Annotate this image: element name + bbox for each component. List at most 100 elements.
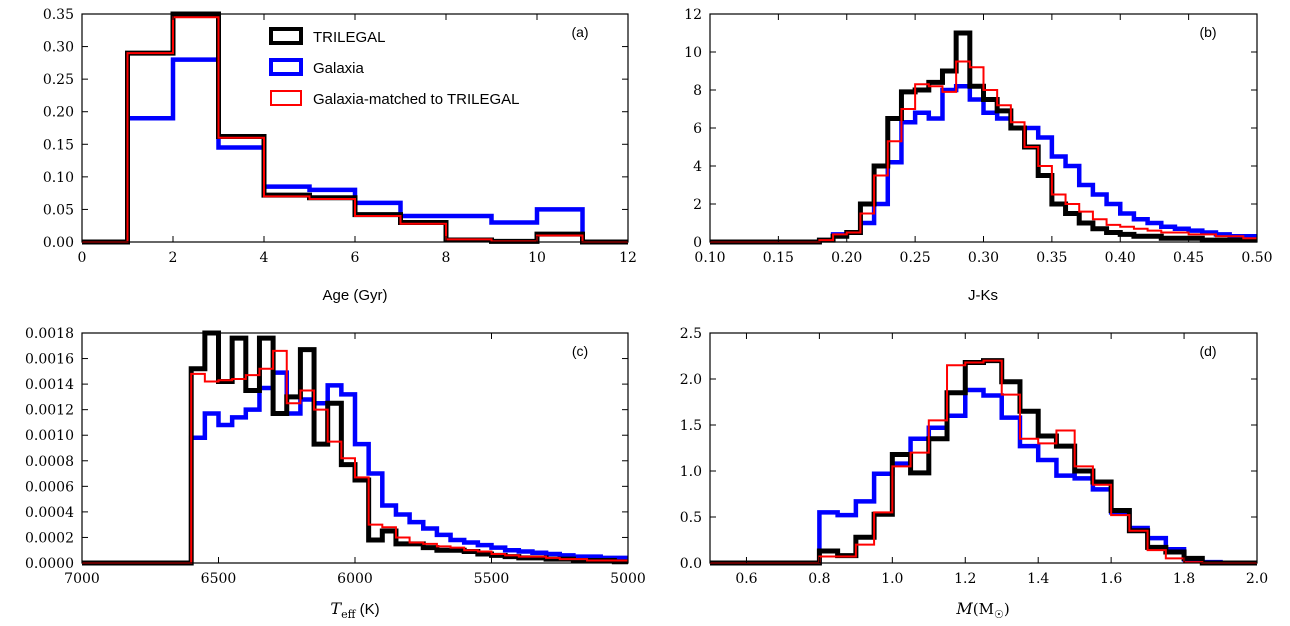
panel-a-ytick-label: 0.00 bbox=[43, 235, 74, 251]
panel-d-xtick-label: 2.0 bbox=[1246, 571, 1268, 587]
panel-c-frame bbox=[81, 332, 629, 564]
panel-c-ytick-label: 0.0006 bbox=[25, 479, 74, 495]
panel-b-series-layer bbox=[710, 30, 1257, 245]
panel-d-xtick-label: 0.6 bbox=[735, 571, 757, 587]
panel-d-xtick-label: 1.6 bbox=[1100, 571, 1122, 587]
panel-b-series-galaxia bbox=[710, 83, 1257, 245]
panel-b-ytick-label: 10 bbox=[684, 45, 702, 61]
panel-c-ticks: 7000 6500 6000 5500 5000 0.0000 0.0002 0.0004 0.… bbox=[25, 326, 646, 587]
panel-b-ytick-label: 4 bbox=[693, 159, 702, 175]
panel-b-xtick-label: 0.30 bbox=[968, 250, 999, 266]
legend-swatch-galaxia bbox=[269, 58, 303, 76]
legend-label-galaxia: Galaxia bbox=[313, 60, 365, 77]
panel-b-ytick-label: 12 bbox=[684, 7, 702, 23]
panel-c-xtick-label: 6500 bbox=[201, 571, 237, 587]
panel-b: 0.10 0.15 0.20 0.25 0.30 0.35 0.40 0.45 0.50 0 2 4 6… bbox=[684, 7, 1272, 304]
panel-d-xtick-label: 1.0 bbox=[881, 571, 903, 587]
panel-c-ytick-label: 0.0004 bbox=[25, 505, 74, 521]
panel-d-ticks: 0.6 0.8 1.0 1.2 1.4 1.6 1.8 2.0 0.0 0.5 1.0 1.5 2.0 2… bbox=[680, 326, 1268, 587]
panel-a-ytick-label: 0.05 bbox=[43, 202, 74, 218]
panel-c-ytick-label: 0.0010 bbox=[25, 428, 74, 444]
panel-a-ytick-label: 0.25 bbox=[43, 72, 74, 88]
panel-d-xtick-label: 1.2 bbox=[954, 571, 976, 587]
panel-b-tag: (b) bbox=[1199, 24, 1216, 40]
panel-c-xtick-label: 5500 bbox=[474, 571, 510, 587]
panel-d-ytick-label: 0.0 bbox=[680, 556, 702, 572]
panel-c-series-layer bbox=[82, 330, 628, 566]
panel-d-frame bbox=[709, 332, 1258, 564]
panel-b-ytick-label: 6 bbox=[693, 121, 702, 137]
panel-b-ytick-label: 8 bbox=[693, 83, 702, 99]
panel-c-ytick-label: 0.0002 bbox=[25, 530, 74, 546]
panel-c: 7000 6500 6000 5500 5000 0.0000 0.0002 0.0004 0.… bbox=[25, 326, 646, 621]
panel-d-series-layer bbox=[710, 358, 1257, 566]
panel-b-xlabel: J-Ks bbox=[968, 287, 998, 304]
panel-b-xtick-label: 0.25 bbox=[900, 250, 931, 266]
panel-d-tag: (d) bbox=[1199, 343, 1216, 359]
panel-b-xtick-label: 0.20 bbox=[831, 250, 862, 266]
panel-a-xtick-label: 4 bbox=[260, 250, 269, 266]
panel-b-series-trilegal bbox=[710, 30, 1257, 245]
panel-a-xtick-label: 6 bbox=[351, 250, 360, 266]
legend-label-trilegal: TRILEGAL bbox=[313, 29, 386, 46]
panel-a-xtick-label: 12 bbox=[619, 250, 637, 266]
panel-d-series-galaxia bbox=[710, 387, 1257, 566]
panel-a-xtick-label: 0 bbox=[78, 250, 87, 266]
panel-a-xtick-label: 8 bbox=[442, 250, 451, 266]
panel-d-series-galaxia-matched-to-trilegal bbox=[710, 359, 1257, 564]
panel-c-ytick-label: 0.0016 bbox=[25, 352, 74, 368]
panel-c-tag: (c) bbox=[572, 343, 588, 359]
panel-d-xtick-label: 0.8 bbox=[808, 571, 830, 587]
panel-d-xtick-label: 1.4 bbox=[1027, 571, 1049, 587]
legend-swatch-trilegal bbox=[269, 27, 303, 45]
panel-d-xtick-label: 1.8 bbox=[1173, 571, 1195, 587]
panel-c-xtick-label: 6000 bbox=[337, 571, 373, 587]
panel-b-frame bbox=[709, 13, 1258, 243]
panel-a: 0 2 4 6 8 10 12 0.00 0.05 0.10 0.15 0.20 0.25 0.30 0.3… bbox=[43, 7, 637, 304]
panel-a-series-layer bbox=[82, 11, 628, 245]
panel-a-series-galaxia bbox=[82, 57, 628, 245]
panel-b-xtick-label: 0.50 bbox=[1241, 250, 1272, 266]
legend-swatch-galaxia-matched bbox=[270, 90, 302, 106]
legend: TRILEGAL Galaxia Galaxia-matched to TRIL… bbox=[269, 27, 519, 108]
panel-c-xtick-label: 5000 bbox=[610, 571, 646, 587]
panel-d-ytick-label: 0.5 bbox=[680, 510, 702, 526]
panel-c-xlabel: Teff (K) bbox=[330, 599, 379, 621]
panel-d-ytick-label: 1.0 bbox=[680, 464, 702, 480]
panel-b-xtick-label: 0.40 bbox=[1105, 250, 1136, 266]
panel-c-series-galaxia bbox=[82, 370, 628, 566]
panel-c-series-trilegal bbox=[82, 330, 628, 566]
panel-a-ytick-label: 0.30 bbox=[43, 40, 74, 56]
panel-b-xtick-label: 0.15 bbox=[763, 250, 794, 266]
panel-c-ytick-label: 0.0014 bbox=[25, 377, 74, 393]
panel-a-ticks: 0 2 4 6 8 10 12 0.00 0.05 0.10 0.15 0.20 0.25 0.30 0.3… bbox=[43, 7, 637, 266]
panel-a-xtick-label: 10 bbox=[528, 250, 546, 266]
panel-a-ytick-label: 0.35 bbox=[43, 7, 74, 23]
panel-d: 0.6 0.8 1.0 1.2 1.4 1.6 1.8 2.0 0.0 0.5 1.0 1.5 2.0 2… bbox=[680, 326, 1268, 621]
panel-a-ytick-label: 0.10 bbox=[43, 170, 74, 186]
panel-a-ytick-label: 0.20 bbox=[43, 105, 74, 121]
panel-c-ytick-label: 0.0008 bbox=[25, 454, 74, 470]
panel-b-xtick-label: 0.45 bbox=[1173, 250, 1204, 266]
panel-b-xtick-label: 0.10 bbox=[694, 250, 725, 266]
legend-label-galaxia-matched: Galaxia-matched to TRILEGAL bbox=[313, 91, 519, 108]
panel-a-xtick-label: 2 bbox=[169, 250, 178, 266]
panel-d-ytick-label: 2.5 bbox=[680, 326, 702, 342]
panel-a-ytick-label: 0.15 bbox=[43, 137, 74, 153]
panel-d-ytick-label: 2.0 bbox=[680, 372, 702, 388]
panel-b-xtick-label: 0.35 bbox=[1036, 250, 1067, 266]
panel-c-ytick-label: 0.0018 bbox=[25, 326, 74, 342]
panel-a-xlabel: Age (Gyr) bbox=[322, 287, 387, 304]
panel-b-ytick-label: 0 bbox=[693, 235, 702, 251]
panel-c-ytick-label: 0.0012 bbox=[25, 403, 74, 419]
panel-c-series-galaxia-matched-to-trilegal bbox=[82, 349, 628, 564]
panel-c-xtick-label: 7000 bbox=[64, 571, 100, 587]
panel-b-ytick-label: 2 bbox=[693, 197, 702, 213]
panel-a-tag: (a) bbox=[571, 24, 588, 40]
panel-d-xlabel: M(M☉) bbox=[955, 599, 1009, 621]
panel-b-series-galaxia-matched-to-trilegal bbox=[710, 60, 1257, 243]
panel-b-ticks: 0.10 0.15 0.20 0.25 0.30 0.35 0.40 0.45 0.50 0 2 4 6… bbox=[684, 7, 1272, 266]
panel-d-ytick-label: 1.5 bbox=[680, 418, 702, 434]
panel-c-ytick-label: 0.0000 bbox=[25, 556, 74, 572]
